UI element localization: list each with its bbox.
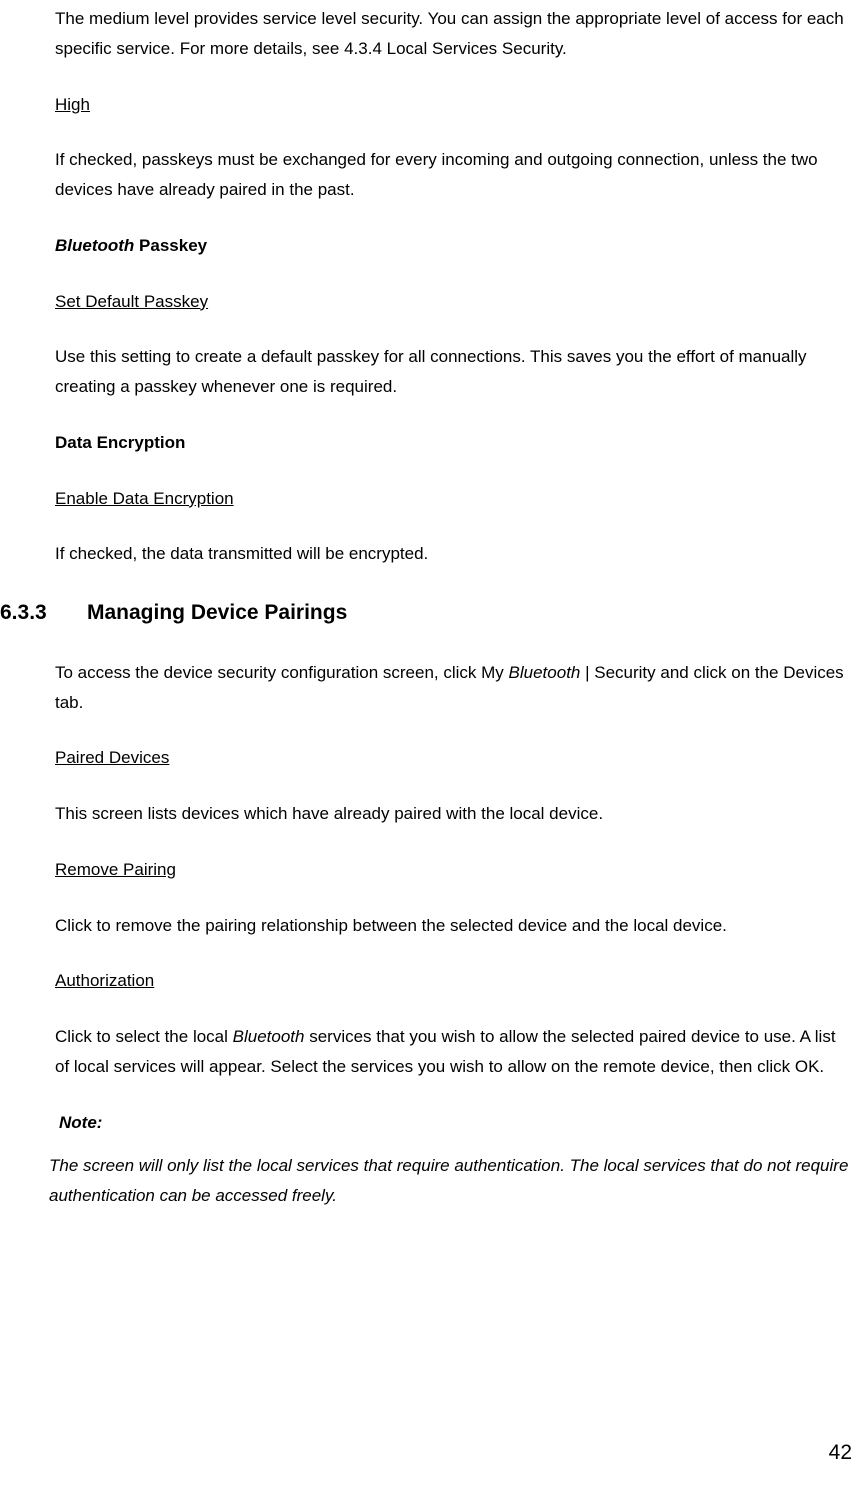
heading-bluetooth-passkey: Bluetooth Passkey [55, 231, 854, 261]
heading-enable-encryption: Enable Data Encryption [55, 484, 854, 540]
paragraph-high: If checked, passkeys must be exchanged f… [55, 145, 854, 205]
paragraph-medium-level: The medium level provides service level … [55, 4, 854, 64]
heading-set-default-passkey: Set Default Passkey [55, 287, 854, 343]
note-label: Note: [59, 1108, 854, 1138]
heading-authorization: Authorization [55, 966, 854, 1022]
heading-high: High [55, 90, 854, 146]
paragraph-authorization: Click to select the local Bluetooth serv… [55, 1022, 854, 1082]
section-heading-633: 6.3.3Managing Device Pairings [0, 595, 854, 632]
paragraph-section-intro: To access the device security configurat… [55, 658, 854, 718]
page-number: 42 [829, 1435, 852, 1472]
heading-paired-devices: Paired Devices [55, 743, 854, 799]
paragraph-paired-devices: This screen lists devices which have alr… [55, 799, 854, 829]
paragraph-remove-pairing: Click to remove the pairing relationship… [55, 911, 854, 941]
heading-remove-pairing: Remove Pairing [55, 855, 854, 911]
heading-data-encryption: Data Encryption [55, 428, 854, 458]
note-text: The screen will only list the local serv… [49, 1151, 854, 1211]
paragraph-enable-encryption: If checked, the data transmitted will be… [55, 539, 854, 569]
paragraph-set-default: Use this setting to create a default pas… [55, 342, 854, 402]
